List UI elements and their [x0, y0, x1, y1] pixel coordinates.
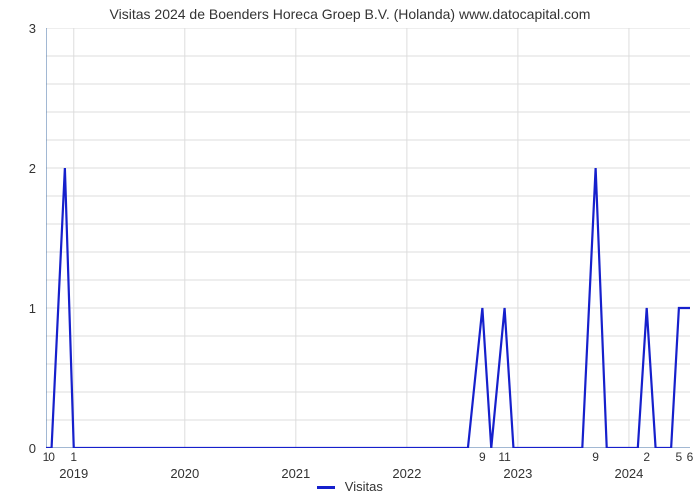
chart-container: Visitas 2024 de Boenders Horeca Groep B.… [0, 0, 700, 500]
data-point-label: 11 [498, 450, 510, 464]
data-point-label: 0 [48, 450, 55, 464]
y-tick-label: 0 [0, 441, 36, 456]
data-point-label: 9 [479, 450, 486, 464]
data-point-label: 9 [592, 450, 599, 464]
plot-svg [46, 28, 690, 448]
chart-title: Visitas 2024 de Boenders Horeca Groep B.… [0, 6, 700, 22]
y-tick-label: 1 [0, 301, 36, 316]
data-point-label: 6 [687, 450, 694, 464]
y-tick-label: 2 [0, 161, 36, 176]
data-point-label: 5 [676, 450, 683, 464]
data-point-label: 2 [643, 450, 650, 464]
legend: Visitas [0, 479, 700, 494]
legend-label: Visitas [345, 479, 383, 494]
y-tick-label: 3 [0, 21, 36, 36]
legend-swatch [317, 486, 335, 489]
plot-area [46, 28, 690, 448]
data-point-label: 1 [70, 450, 77, 464]
